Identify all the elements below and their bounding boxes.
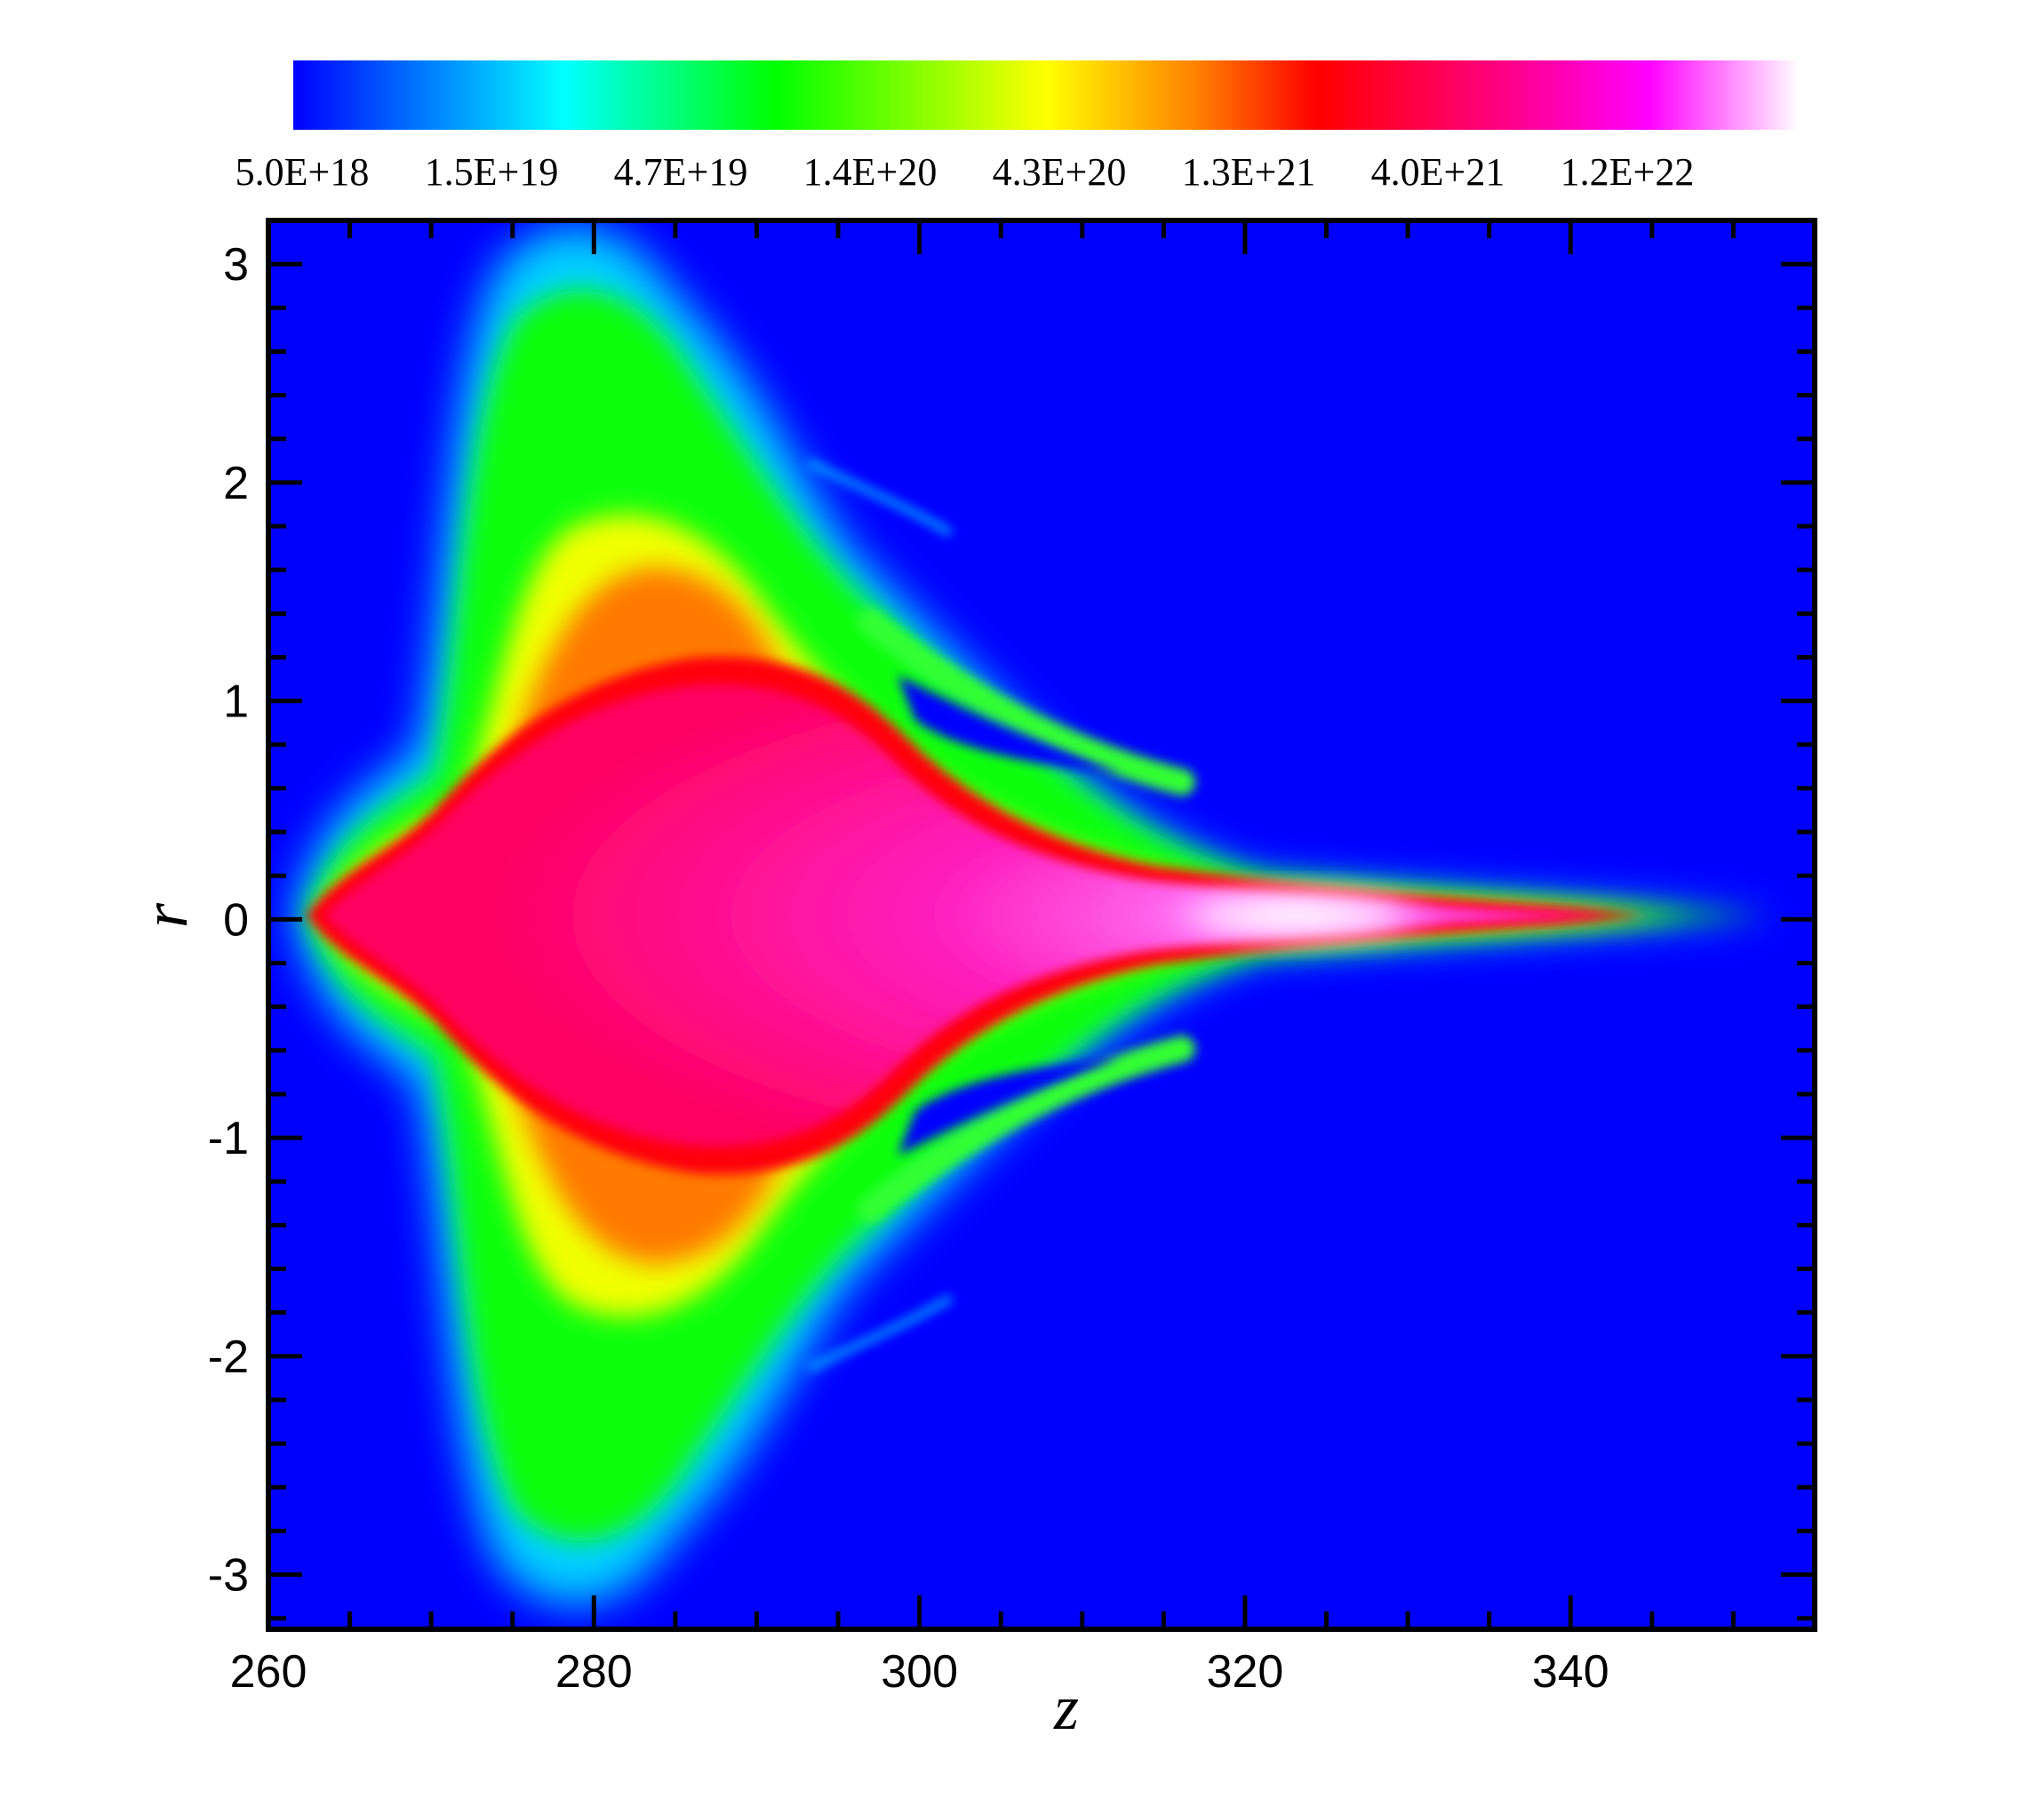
colorbar-tick-label: 1.2E+22 bbox=[1561, 150, 1695, 194]
contour-blue-gap-upper bbox=[898, 676, 1120, 773]
x-tick-label: 340 bbox=[1532, 1646, 1609, 1698]
plot-frame bbox=[266, 218, 1817, 1632]
contour-magenta-body bbox=[324, 684, 1609, 1147]
colorbar-tick-label: 4.3E+20 bbox=[993, 150, 1127, 194]
x-axis-title: z bbox=[1053, 1672, 1079, 1743]
colorbar-tick-label: 5.0E+18 bbox=[236, 150, 370, 194]
contour-white-peak bbox=[1146, 884, 1449, 947]
y-tick-label: 0 bbox=[223, 894, 249, 946]
contour-cyan-tail-upper bbox=[806, 458, 954, 538]
colorbar-tick-label: 4.7E+19 bbox=[614, 150, 748, 194]
plot-area: 260 280 300 320 340 3 2 1 0 -1 -2 -3 bbox=[208, 218, 1817, 1698]
x-tick-label: 320 bbox=[1207, 1646, 1284, 1698]
x-tick-label: 300 bbox=[881, 1646, 958, 1698]
y-axis-title: r bbox=[130, 902, 201, 928]
axis-tick-labels: 260 280 300 320 340 3 2 1 0 -1 -2 -3 bbox=[208, 239, 1609, 1698]
colorbar-tick-label: 4.0E+21 bbox=[1371, 150, 1505, 194]
y-tick-label: -3 bbox=[208, 1550, 249, 1602]
colorbar-tick-label: 1.3E+21 bbox=[1182, 150, 1316, 194]
x-tick-label: 260 bbox=[230, 1646, 307, 1698]
colorbar: 5.0E+18 1.5E+19 4.7E+19 1.4E+20 4.3E+20 1.3E+… bbox=[236, 60, 1800, 194]
y-tick-label: 2 bbox=[223, 458, 249, 509]
y-tick-label: 1 bbox=[223, 676, 249, 728]
colorbar-labels: 5.0E+18 1.5E+19 4.7E+19 1.4E+20 4.3E+20 1.3E+… bbox=[236, 150, 1695, 194]
contour-blue-gap-lower bbox=[898, 1058, 1120, 1155]
contour-green-arm-lower bbox=[858, 1035, 1195, 1222]
colorbar-tick-label: 1.5E+19 bbox=[425, 150, 559, 194]
y-tick-label: -2 bbox=[208, 1331, 249, 1383]
contour-field bbox=[293, 226, 1786, 1605]
contour-green-arm-upper bbox=[858, 609, 1195, 796]
axis-ticks bbox=[266, 218, 1817, 1629]
y-tick-label: 3 bbox=[223, 239, 249, 291]
contour-cyan-tail-lower bbox=[806, 1293, 954, 1373]
y-tick-label: -1 bbox=[208, 1113, 249, 1164]
colorbar-tick-label: 1.4E+20 bbox=[803, 150, 938, 194]
colorbar-gradient bbox=[293, 60, 1800, 130]
x-tick-label: 280 bbox=[555, 1646, 633, 1698]
